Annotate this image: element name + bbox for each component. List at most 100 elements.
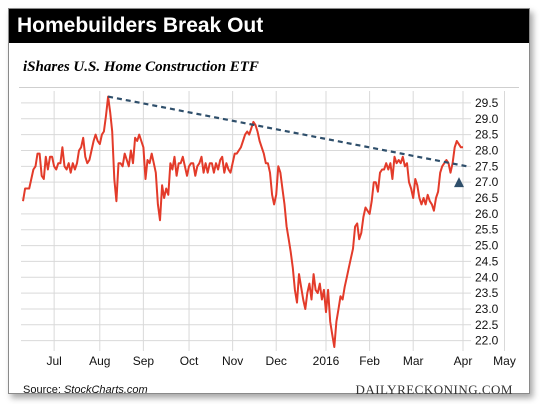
data-point [138, 134, 140, 136]
x-tick-label: Feb [359, 354, 380, 368]
data-point [284, 204, 286, 206]
data-point [93, 140, 95, 142]
data-point [35, 166, 37, 168]
data-point [288, 238, 290, 240]
data-point [62, 147, 64, 149]
data-point [26, 188, 28, 190]
data-point [346, 276, 348, 278]
data-point [277, 166, 279, 168]
data-point [118, 162, 120, 164]
data-point [217, 169, 219, 171]
data-point [437, 191, 439, 193]
data-point [203, 172, 205, 174]
data-point [199, 162, 201, 164]
data-point [358, 238, 360, 240]
trendline [107, 95, 468, 168]
data-point [219, 159, 221, 161]
data-point [375, 181, 377, 183]
data-point [373, 181, 375, 183]
data-point [367, 210, 369, 212]
data-point [251, 127, 253, 129]
data-point [275, 194, 277, 196]
data-point [47, 169, 49, 171]
data-point [240, 147, 242, 149]
data-point [354, 226, 356, 228]
y-tick-label: 22.5 [475, 318, 499, 332]
data-point [417, 185, 419, 187]
data-point [439, 172, 441, 174]
data-point [331, 334, 333, 336]
data-point [170, 162, 172, 164]
data-point [188, 166, 190, 168]
data-point [236, 153, 238, 155]
data-point [122, 166, 124, 168]
data-point [55, 169, 57, 171]
data-point [319, 283, 321, 285]
data-point [76, 162, 78, 164]
data-point [302, 299, 304, 301]
data-point [201, 156, 203, 158]
y-tick-label: 29.0 [475, 112, 499, 126]
data-point [267, 162, 269, 164]
data-point [246, 131, 248, 133]
data-point [300, 286, 302, 288]
data-point [39, 153, 41, 155]
data-point [49, 156, 51, 158]
data-point [132, 162, 134, 164]
data-point [265, 162, 267, 164]
y-tick-label: 28.0 [475, 143, 499, 157]
data-point [414, 178, 416, 180]
data-point [176, 175, 178, 177]
data-point [433, 210, 435, 212]
data-point [259, 140, 261, 142]
data-point [271, 194, 273, 196]
data-point [192, 162, 194, 164]
data-point [383, 169, 385, 171]
data-point [78, 150, 80, 152]
data-point [190, 162, 192, 164]
data-point [95, 134, 97, 136]
data-point [82, 137, 84, 139]
data-point [99, 143, 101, 145]
x-tick-label: Nov [222, 354, 243, 368]
y-tick-label: 27.0 [475, 175, 499, 189]
data-point [242, 140, 244, 142]
breakout-triangle-icon [454, 177, 464, 188]
data-point [248, 134, 250, 136]
data-point [298, 273, 300, 275]
data-point [379, 172, 381, 174]
data-point [97, 140, 99, 142]
data-point [350, 257, 352, 259]
data-point [329, 321, 331, 323]
data-point [105, 115, 107, 117]
data-point [91, 150, 93, 152]
data-point [273, 204, 275, 206]
data-point [458, 143, 460, 145]
data-point [286, 226, 288, 228]
data-point [257, 131, 259, 133]
data-point [344, 286, 346, 288]
data-point [323, 289, 325, 291]
data-point [398, 159, 400, 161]
data-point [165, 188, 167, 190]
data-point [356, 223, 358, 225]
data-point [143, 147, 145, 149]
data-point [309, 283, 311, 285]
data-point [363, 216, 365, 218]
chart-card: Homebuilders Break Out iShares U.S. Home… [8, 8, 530, 397]
data-point [402, 156, 404, 158]
data-point [186, 175, 188, 177]
y-tick-label: 25.5 [475, 223, 499, 237]
data-point [66, 169, 68, 171]
data-point [296, 302, 298, 304]
data-point [159, 219, 161, 221]
data-point [340, 295, 342, 297]
data-point [435, 197, 437, 199]
data-point [167, 194, 169, 196]
data-point [387, 169, 389, 171]
data-point [151, 153, 153, 155]
data-point [228, 169, 230, 171]
data-point [232, 162, 234, 164]
y-tick-label: 27.5 [475, 159, 499, 173]
data-point [163, 197, 165, 199]
